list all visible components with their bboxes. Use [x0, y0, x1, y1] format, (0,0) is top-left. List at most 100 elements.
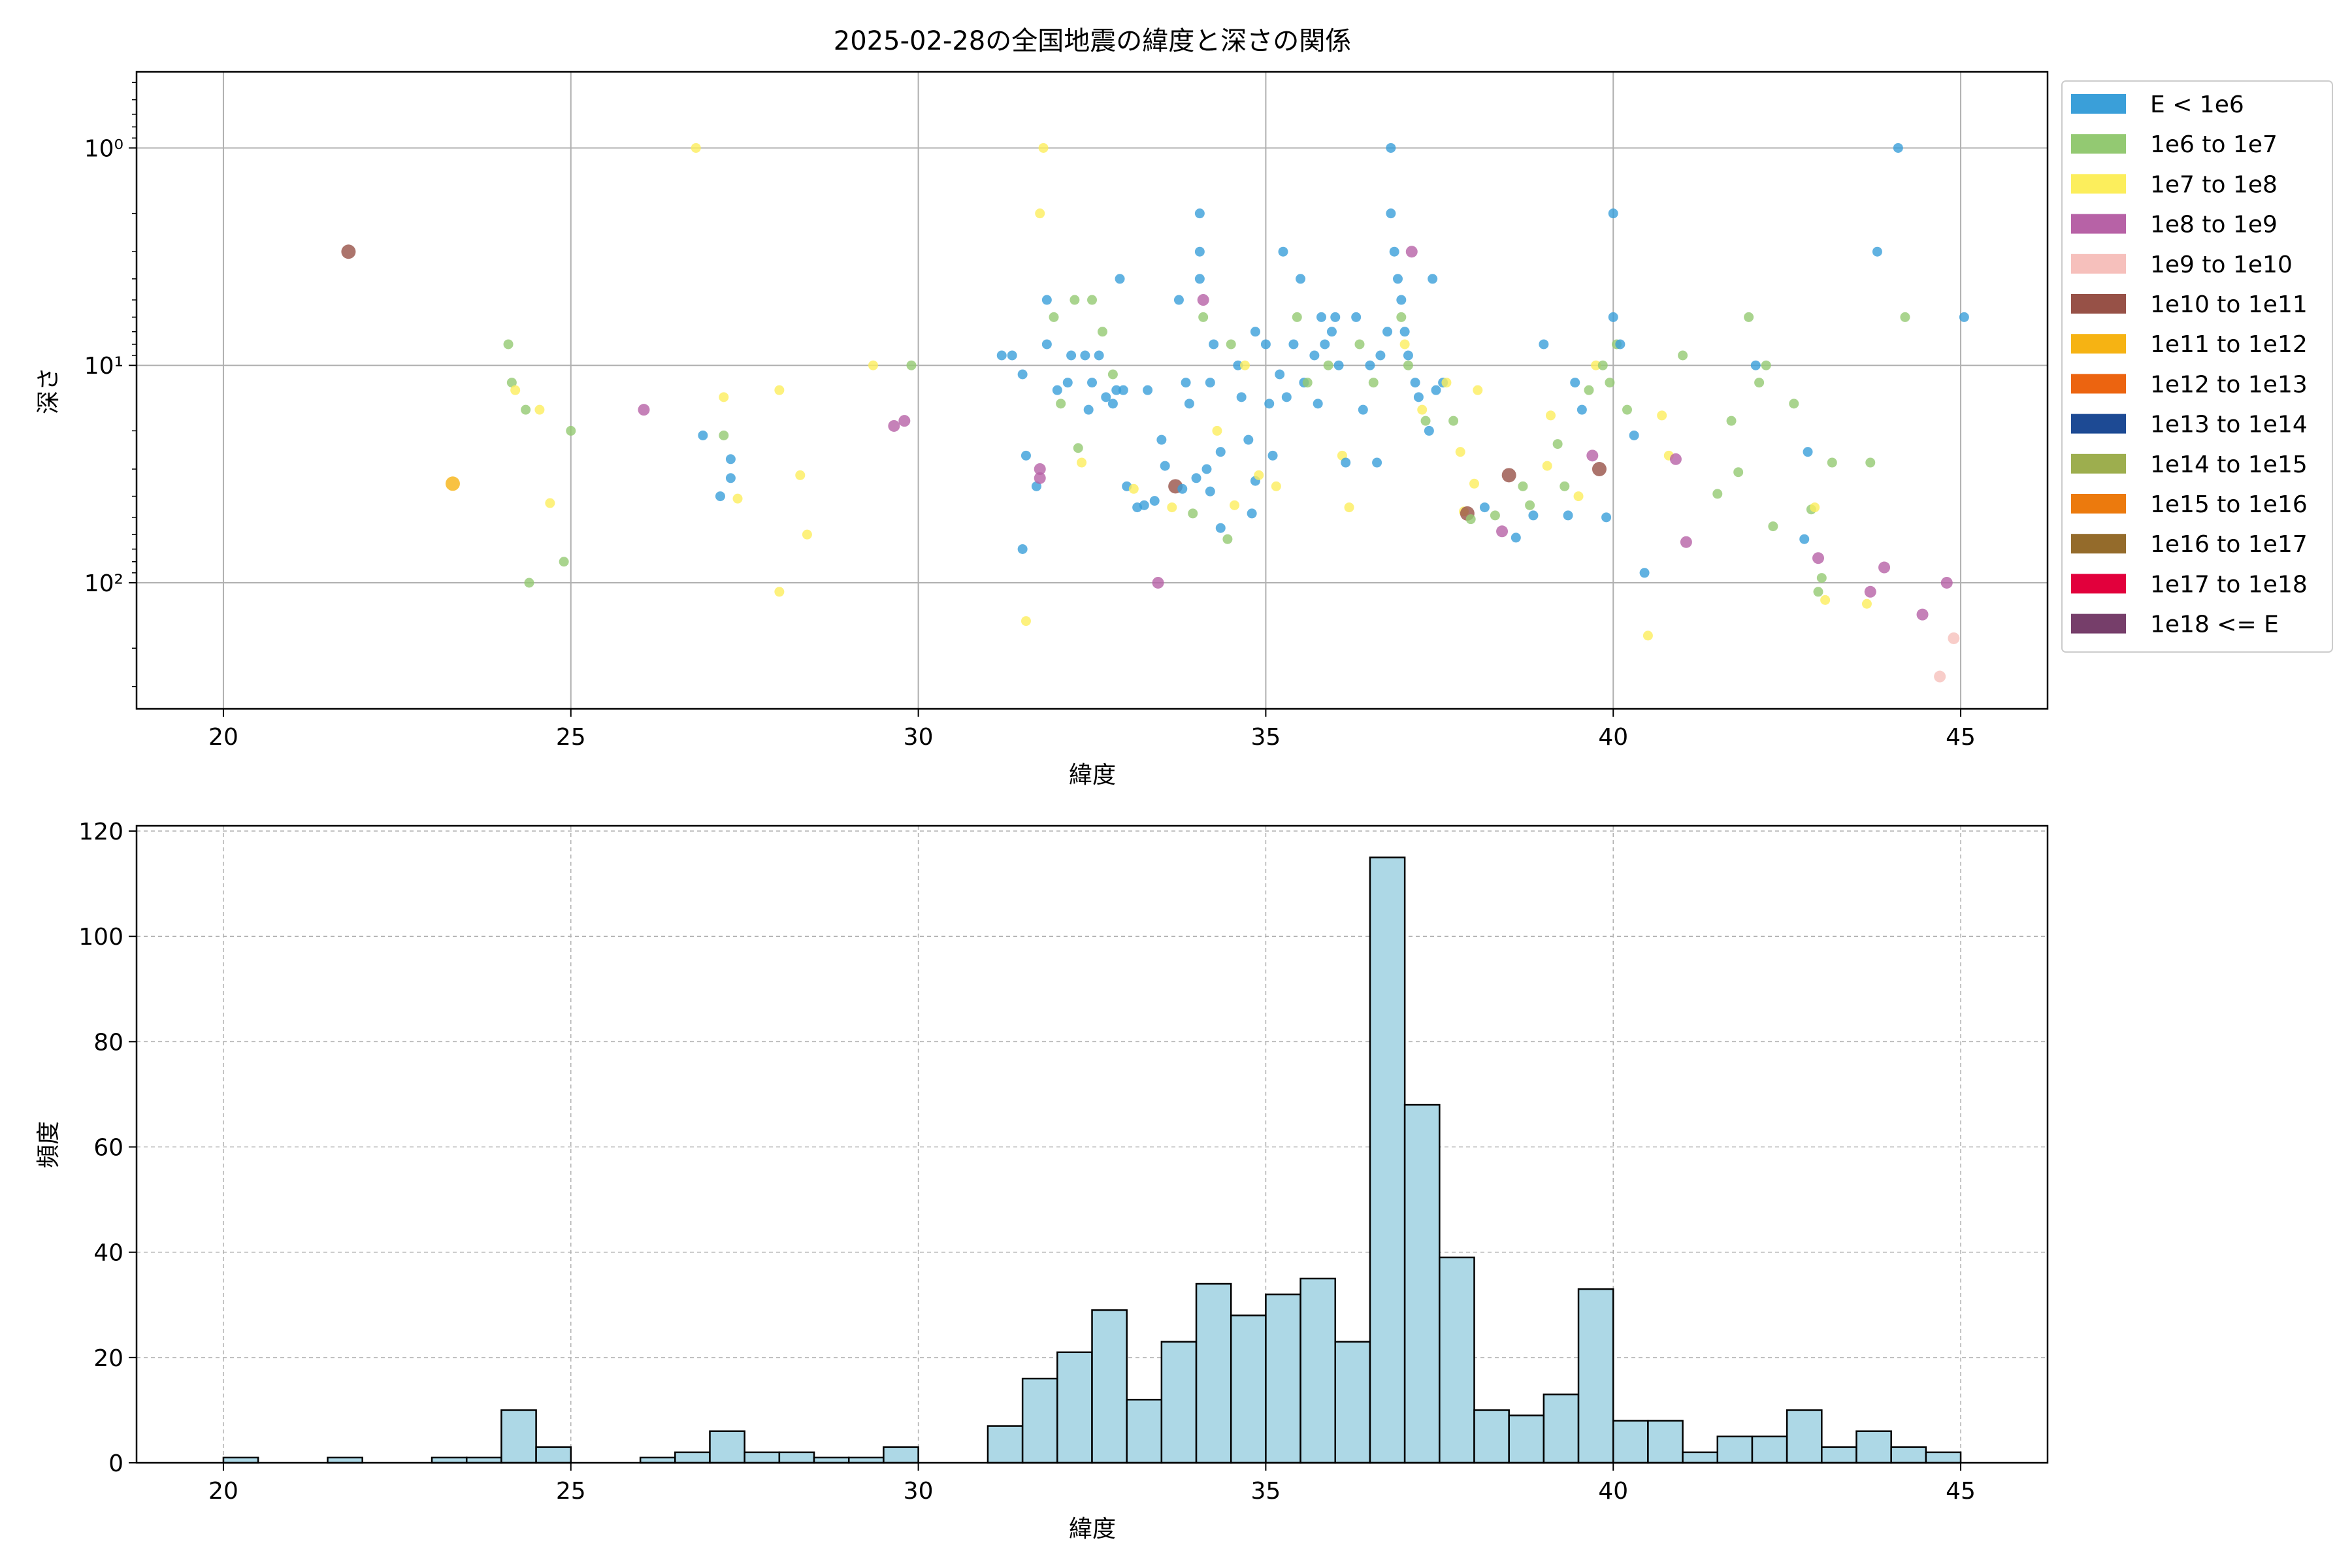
scatter-point [1052, 385, 1062, 395]
legend-label: 1e14 to 1e15 [2150, 451, 2308, 478]
histogram-bar [778, 1451, 815, 1464]
histogram-bar [1508, 1414, 1545, 1464]
histogram-bar [1890, 1446, 1927, 1464]
legend-swatch [2071, 534, 2126, 554]
scatter-point [1191, 473, 1201, 483]
legend-swatch [2071, 94, 2126, 114]
scatter-point [1115, 274, 1125, 284]
scatter-point [1799, 534, 1810, 544]
scatter-point [1041, 295, 1052, 305]
scatter-point [1812, 552, 1824, 564]
scatter-point [1542, 461, 1552, 471]
scatter-point [906, 360, 917, 370]
legend-box [2061, 80, 2333, 653]
scatter-point [1205, 378, 1215, 388]
scatter-point [1021, 450, 1031, 461]
scatter-point [1657, 410, 1667, 421]
scatter-axes-frame [135, 71, 2049, 710]
scatter-point [1149, 496, 1160, 506]
histogram-bar [1612, 1420, 1649, 1464]
scatter-point [1035, 208, 1045, 219]
histogram-y-ticks: 0 20 40 60 80 100 120 [78, 819, 137, 1477]
scatter-point [725, 454, 736, 465]
scatter-point [1560, 481, 1570, 491]
histogram-bar [1543, 1393, 1580, 1464]
scatter-point [1156, 434, 1167, 445]
scatter-point [1750, 360, 1761, 370]
scatter-point [1267, 450, 1278, 461]
scatter-point [1754, 378, 1765, 388]
scatter-point [1642, 630, 1653, 641]
scatter-point [1639, 568, 1650, 578]
scatter-point [1073, 443, 1083, 453]
histogram-x-tick-label: 40 [1598, 1478, 1628, 1505]
histogram-x-ticks: 20 25 30 35 40 45 [208, 1463, 1976, 1505]
legend-label: 1e13 to 1e14 [2150, 412, 2308, 438]
scatter-point [1399, 327, 1410, 337]
scatter-point [1260, 339, 1271, 350]
histogram-x-tick-label: 45 [1946, 1478, 1976, 1505]
legend-label: 1e17 to 1e18 [2150, 571, 2308, 598]
scatter-point [1243, 434, 1254, 445]
scatter-point [1511, 532, 1521, 543]
scatter-point [1872, 246, 1882, 257]
scatter-point [1197, 294, 1209, 306]
scatter-y-axis-label: 深さ [35, 367, 62, 414]
scatter-point [1139, 500, 1149, 510]
legend-label: 1e18 <= E [2150, 612, 2279, 638]
histogram-bar [743, 1451, 781, 1464]
scatter-point [1441, 378, 1452, 388]
scatter-point [1240, 360, 1250, 370]
scatter-point [1181, 378, 1191, 388]
scatter-point [795, 470, 806, 480]
scatter-point [1586, 449, 1599, 462]
scatter-point [1744, 312, 1754, 322]
scatter-y-tick-label: 10² [84, 570, 123, 597]
histogram-bar [1403, 1103, 1441, 1464]
histogram-y-tick-label: 120 [78, 819, 123, 845]
scatter-x-tick-label: 35 [1251, 724, 1281, 751]
scatter-point [1365, 360, 1375, 370]
scatter-point [1375, 350, 1386, 361]
histogram-y-tick-label: 0 [108, 1450, 123, 1477]
scatter-point [1861, 598, 1872, 609]
histogram-bar [1786, 1409, 1823, 1464]
scatter-point [1111, 385, 1122, 395]
scatter-point [1107, 369, 1118, 380]
scatter-point [1680, 536, 1692, 548]
legend-swatch [2071, 414, 2126, 434]
scatter-point [1302, 378, 1313, 388]
histogram-bar [1855, 1430, 1892, 1464]
scatter-point [1017, 544, 1028, 554]
scatter-point [1563, 510, 1573, 521]
histogram-bar [674, 1451, 711, 1464]
histogram-bar [500, 1409, 537, 1464]
histogram-bar [1369, 857, 1406, 1464]
scatter-point [1087, 295, 1097, 305]
histogram-y-tick-label: 20 [93, 1345, 123, 1372]
histogram-bar [1682, 1451, 1719, 1464]
legend-label: 1e10 to 1e11 [2150, 291, 2308, 318]
scatter-point [1396, 295, 1407, 305]
scatter-point [1041, 339, 1052, 350]
legend-swatch [2071, 374, 2126, 394]
scatter-point [1173, 295, 1184, 305]
scatter-point [1034, 472, 1046, 484]
histogram-x-tick-label: 35 [1251, 1478, 1281, 1505]
scatter-point [1948, 632, 1960, 644]
scatter-point [1813, 587, 1823, 597]
scatter-point [510, 385, 521, 395]
scatter-point [1160, 461, 1170, 471]
legend-swatch [2071, 253, 2126, 274]
scatter-x-tick-label: 45 [1946, 724, 1976, 751]
histogram-y-tick-label: 40 [93, 1240, 123, 1267]
scatter-point [1820, 595, 1831, 605]
scatter-point [1576, 404, 1587, 415]
histogram-bar [1577, 1288, 1614, 1464]
scatter-point [1940, 576, 1953, 589]
histogram-bar [1647, 1420, 1684, 1464]
scatter-point [1405, 246, 1418, 258]
histogram-x-tick-label: 25 [556, 1478, 586, 1505]
histogram-bar [1751, 1435, 1788, 1464]
scatter-point [1247, 508, 1257, 519]
